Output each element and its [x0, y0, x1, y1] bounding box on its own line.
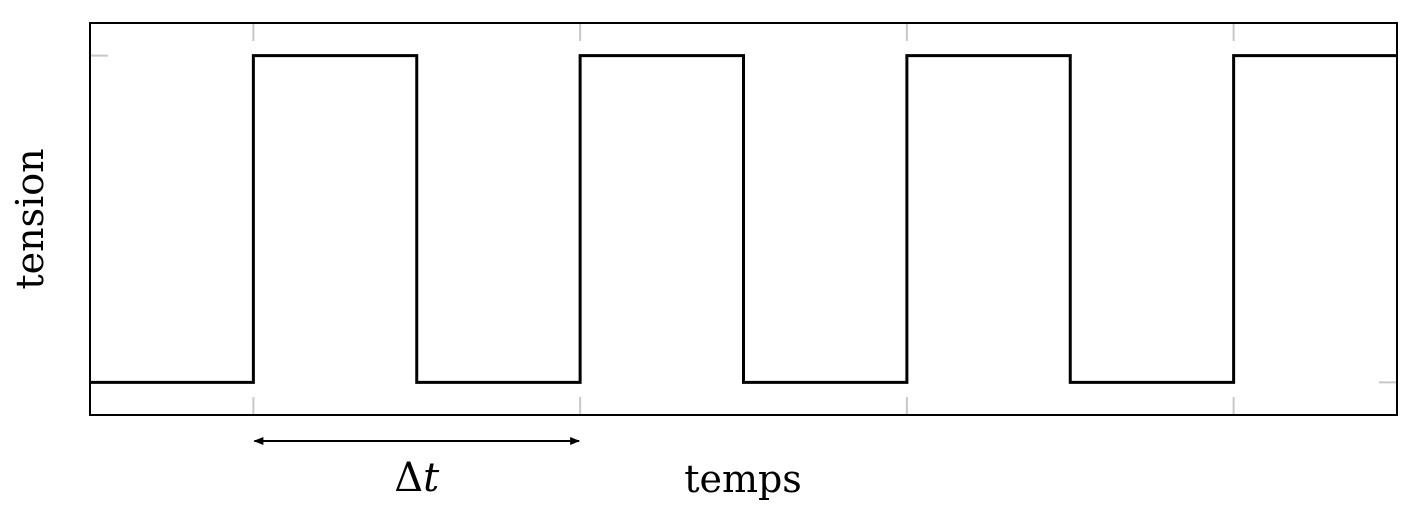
y-axis-label: tension [8, 148, 52, 289]
x-axis-label: temps [684, 457, 802, 501]
plot-frame [89, 22, 1398, 416]
delta-var: t [423, 455, 440, 501]
delta-t-label: Δt [394, 455, 440, 501]
series-line-tension [90, 54, 1397, 384]
delta-symbol: Δ [394, 455, 423, 501]
